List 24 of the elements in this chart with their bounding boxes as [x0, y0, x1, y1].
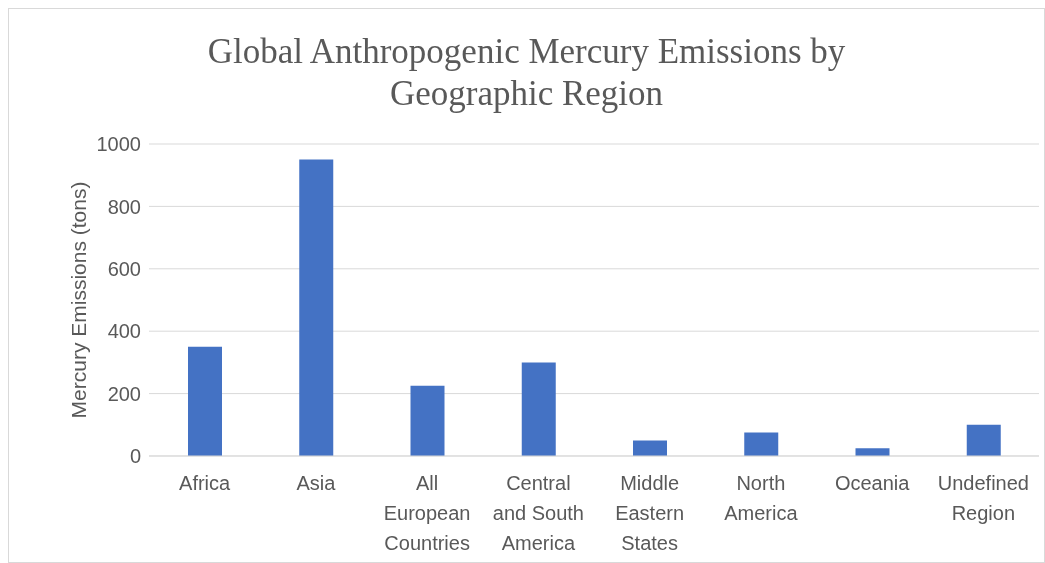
bar — [744, 432, 779, 456]
bar — [299, 159, 334, 456]
y-tick-label: 400 — [107, 320, 141, 343]
x-tick-label: Asia — [296, 472, 337, 494]
bar — [521, 362, 556, 456]
x-tick-label: North America — [724, 472, 799, 524]
chart-title: Global Anthropogenic Mercury Emissions by Geographic Region — [206, 30, 847, 115]
x-tick-label: Middle Eastern States — [615, 472, 685, 554]
y-tick-label: 0 — [129, 445, 141, 468]
y-tick-label: 800 — [107, 195, 141, 218]
y-tick-label: 600 — [107, 257, 141, 280]
x-tick-label: Africa — [179, 472, 232, 494]
y-tick-label: 1000 — [96, 133, 141, 156]
bar — [410, 385, 445, 456]
x-tick-label: Undefined Region — [937, 472, 1029, 524]
x-tick-label: Central and South America — [492, 472, 584, 554]
x-tick-label: Oceania — [834, 472, 911, 494]
bar — [855, 448, 890, 456]
bar — [633, 440, 667, 456]
x-tick-label: All European Countries — [383, 472, 471, 554]
bar — [188, 346, 222, 456]
y-axis-title: Mercury Emissions (tons) — [67, 181, 91, 419]
bar — [966, 424, 1001, 456]
y-tick-label: 200 — [107, 382, 141, 405]
